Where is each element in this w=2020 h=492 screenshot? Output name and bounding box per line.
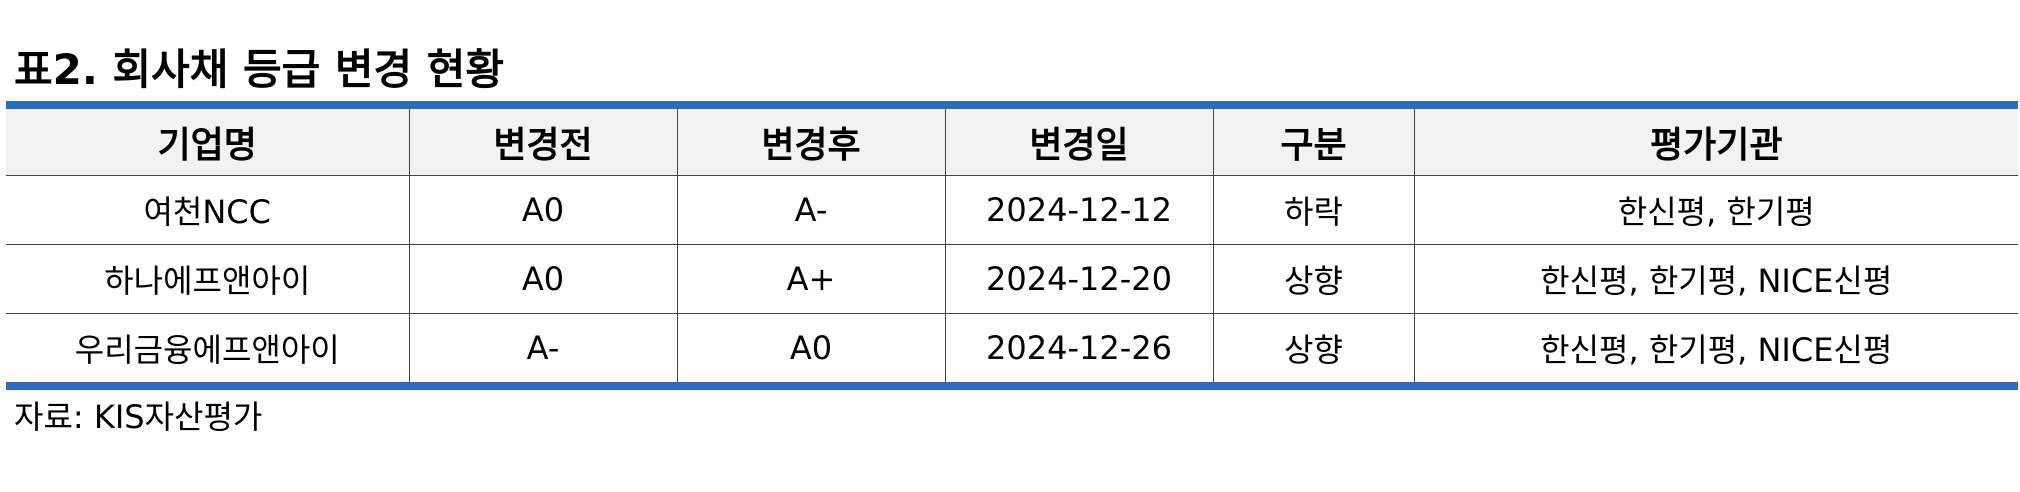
cell-type: 상향 (1212, 244, 1415, 314)
cell-agency: 한신평, 한기평, NICE신평 (1413, 313, 2018, 382)
cell-after: A- (676, 175, 946, 245)
rating-table: 기업명 변경전 변경후 변경일 구분 평가기관 여천NCC A0 A- 2024… (6, 109, 2018, 382)
cell-type: 하락 (1212, 175, 1415, 245)
cell-date: 2024-12-20 (944, 244, 1214, 314)
cell-before: A0 (408, 175, 678, 245)
source-note: 자료: KIS자산평가 (14, 398, 263, 436)
table-title: 표2. 회사채 등급 변경 현황 (14, 45, 505, 94)
cell-company: 하나에프앤아이 (6, 244, 410, 314)
header-type: 구분 (1212, 109, 1415, 176)
table-row: 여천NCC A0 A- 2024-12-12 하락 한신평, 한기평 (6, 175, 2018, 245)
cell-date: 2024-12-12 (944, 175, 1214, 245)
header-agency: 평가기관 (1413, 109, 2018, 176)
cell-before: A0 (408, 244, 678, 314)
header-company: 기업명 (6, 109, 410, 176)
cell-after: A0 (676, 313, 946, 382)
header-before: 변경전 (408, 109, 678, 176)
table-row: 하나에프앤아이 A0 A+ 2024-12-20 상향 한신평, 한기평, NI… (6, 244, 2018, 314)
cell-agency: 한신평, 한기평, NICE신평 (1413, 244, 2018, 314)
header-date: 변경일 (944, 109, 1214, 176)
cell-date: 2024-12-26 (944, 313, 1214, 382)
cell-before: A- (408, 313, 678, 382)
cell-company: 여천NCC (6, 175, 410, 245)
table-header-row: 기업명 변경전 변경후 변경일 구분 평가기관 (6, 109, 2018, 176)
cell-company: 우리금융에프앤아이 (6, 313, 410, 382)
cell-after: A+ (676, 244, 946, 314)
cell-agency: 한신평, 한기평 (1413, 175, 2018, 245)
table-bottom-rule (6, 382, 2018, 390)
rating-change-table: 기업명 변경전 변경후 변경일 구분 평가기관 여천NCC A0 A- 2024… (6, 101, 2018, 390)
table-top-rule (6, 101, 2018, 109)
table-row: 우리금융에프앤아이 A- A0 2024-12-26 상향 한신평, 한기평, … (6, 313, 2018, 382)
header-after: 변경후 (676, 109, 946, 176)
cell-type: 상향 (1212, 313, 1415, 382)
